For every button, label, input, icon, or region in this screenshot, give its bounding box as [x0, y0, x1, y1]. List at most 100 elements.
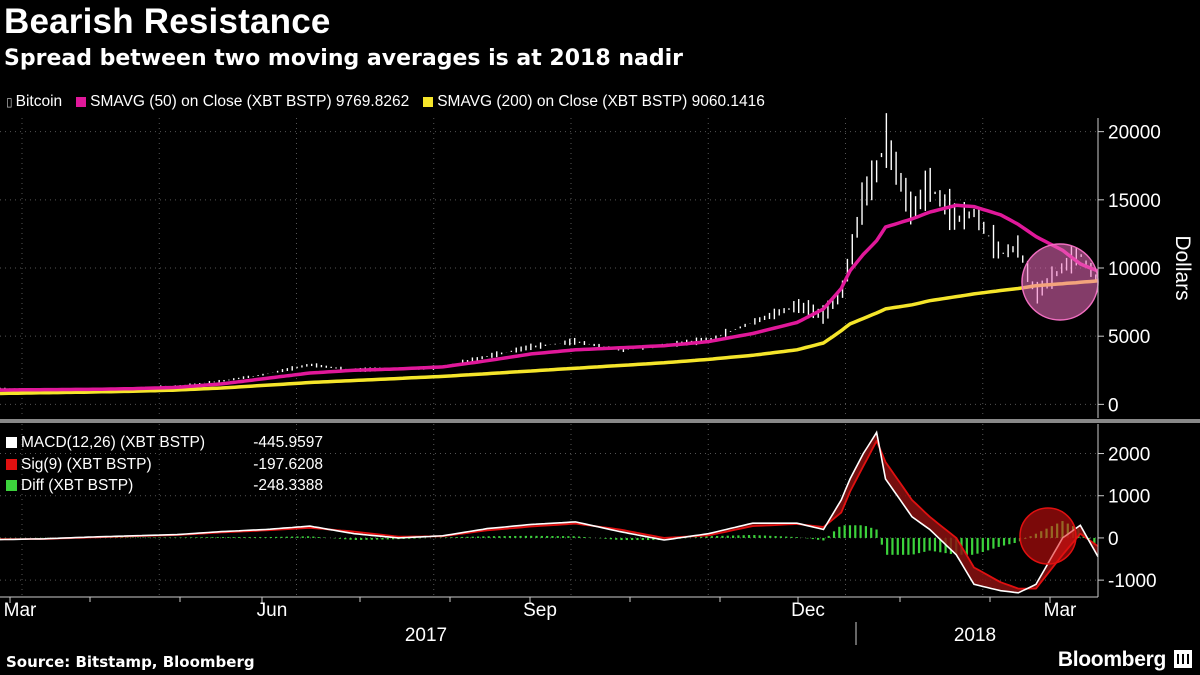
- diff-legend-name: Diff (XBT BSTP): [21, 477, 134, 494]
- diff-bar: [854, 525, 857, 538]
- diff-bar: [620, 537, 623, 541]
- diff-bar: [317, 536, 320, 538]
- diff-bar: [875, 529, 878, 538]
- diff-bar: [1002, 537, 1006, 546]
- diff-bar: [471, 536, 474, 538]
- diff-bar: [248, 537, 251, 538]
- macd-legend-name: MACD(12,26) (XBT BSTP): [21, 434, 206, 451]
- diff-bar: [253, 537, 257, 538]
- diff-bar: [583, 536, 586, 538]
- axes: 0 5000 10000 15000 20000 -1000 0 1000 2000 Dollar…: [0, 118, 1200, 646]
- diff-bar: [753, 535, 756, 538]
- bloomberg-terminal-icon: [1174, 650, 1192, 668]
- y-axis-label: Dollars: [1171, 235, 1194, 300]
- diff-bar: [221, 537, 225, 538]
- diff-bar: [524, 535, 527, 538]
- diff-bar: [917, 537, 921, 554]
- diff-bar: [391, 537, 395, 540]
- legend-sma200-label: SMAVG (200) on Close (XBT BSTP) 9060.141…: [437, 93, 765, 110]
- diff-bar: [636, 537, 639, 541]
- diff-bar: [386, 537, 389, 540]
- diff-bar: [652, 537, 655, 541]
- diff-bar: [561, 536, 565, 538]
- diff-bar: [997, 537, 1000, 547]
- diff-bar: [269, 536, 272, 538]
- diff-bar: [859, 525, 862, 538]
- legend-sma50: SMAVG (50) on Close (XBT BSTP) 9769.8262: [76, 93, 409, 111]
- diff-bar: [535, 535, 538, 538]
- diff-bar: [880, 537, 883, 545]
- diff-bar: [264, 537, 267, 538]
- price-y-tick-label: 5000: [1108, 327, 1150, 348]
- highlight-circle-macd: [1019, 507, 1077, 565]
- candlestick-icon: ▯: [6, 95, 13, 109]
- diff-bar: [625, 537, 628, 541]
- diff-bar: [747, 535, 751, 538]
- diff-bar: [285, 536, 288, 538]
- diff-bar: [811, 537, 814, 540]
- diff-bar: [306, 536, 310, 538]
- diff-bar: [476, 536, 480, 538]
- diff-bar: [742, 535, 745, 538]
- diff-bar: [445, 537, 448, 538]
- diff-bar: [211, 537, 214, 538]
- diff-bar: [206, 537, 209, 538]
- diff-bar: [716, 535, 719, 538]
- bloomberg-logo: Bloomberg: [1057, 648, 1166, 671]
- diff-bar: [827, 535, 830, 538]
- diff-bar: [806, 537, 809, 539]
- diff-bar: [912, 537, 915, 555]
- diff-bar: [498, 536, 501, 538]
- diff-bar: [540, 535, 543, 538]
- x-tick-label: Dec: [791, 600, 825, 621]
- diff-bar: [641, 537, 644, 541]
- diff-bar: [572, 536, 575, 538]
- diff-bar: [1013, 537, 1016, 543]
- legend-bitcoin: ▯ Bitcoin: [6, 93, 62, 111]
- macd-y-tick-label: 1000: [1108, 487, 1150, 508]
- diff-bar: [275, 536, 278, 538]
- diff-bar: [546, 535, 549, 538]
- diff-bar: [1093, 537, 1096, 545]
- diff-bar: [487, 536, 490, 538]
- diff-bar: [556, 536, 559, 538]
- diff-bar: [551, 536, 554, 538]
- diff-bar: [577, 536, 581, 538]
- diff-bar: [726, 535, 729, 538]
- diff-bar: [482, 536, 485, 538]
- diff-bar: [413, 537, 416, 539]
- diff-bar: [646, 537, 650, 541]
- diff-bar: [259, 537, 262, 538]
- diff-bar: [338, 537, 342, 539]
- panel-separator: [0, 419, 1200, 423]
- diff-bar: [492, 536, 496, 538]
- diff-bar: [227, 537, 230, 538]
- diff-bar: [758, 535, 761, 538]
- diff-bar: [971, 537, 974, 555]
- diff-bar: [981, 537, 984, 552]
- diff-bar: [1008, 537, 1011, 545]
- diff-bar: [848, 525, 852, 538]
- macd-panel: [0, 430, 1099, 594]
- diff-bar: [700, 536, 703, 538]
- diff-bar: [763, 535, 767, 538]
- diff-bar: [455, 537, 458, 538]
- price-panel: [0, 113, 1099, 396]
- diff-bar: [965, 537, 968, 555]
- diff-bar: [461, 536, 464, 538]
- diff-bar: [928, 537, 931, 551]
- year-label: 2017: [405, 625, 447, 646]
- diff-legend-value: -248.3388: [253, 477, 323, 494]
- diff-bar: [466, 536, 469, 538]
- sig-legend-value: -197.6208: [253, 455, 323, 473]
- diff-bar: [901, 537, 905, 555]
- diff-bar: [519, 535, 522, 538]
- x-tick-label: Jun: [257, 600, 288, 621]
- sma200-swatch: [423, 97, 434, 107]
- sma50-line: [0, 203, 1099, 392]
- diff-bar: [774, 536, 777, 538]
- diff-bar: [508, 536, 512, 538]
- diff-bar: [737, 535, 740, 538]
- diff-bar: [816, 537, 820, 540]
- x-tick-label: Mar: [1044, 600, 1077, 621]
